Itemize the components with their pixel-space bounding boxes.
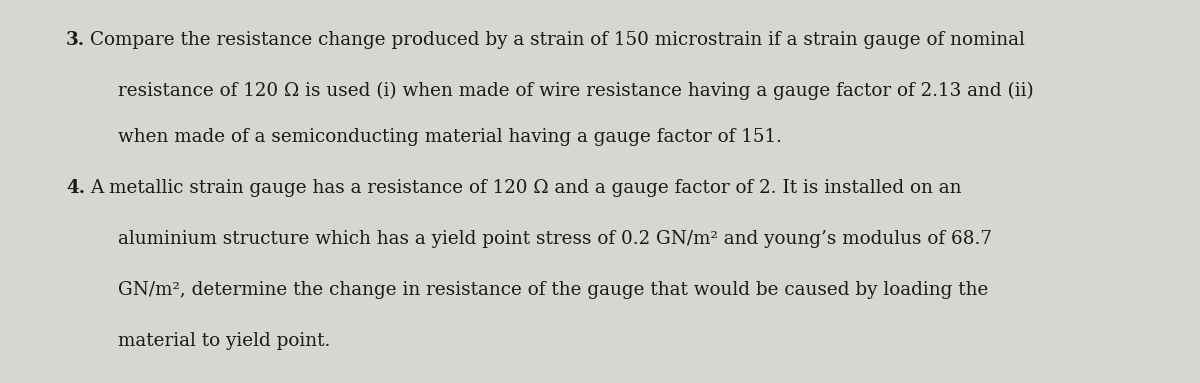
Text: A metallic strain gauge has a resistance of 120 Ω and a gauge factor of 2. It is: A metallic strain gauge has a resistance… [90,179,961,197]
Text: material to yield point.: material to yield point. [118,332,330,350]
Text: 4.: 4. [66,179,85,197]
Text: GN/m², determine the change in resistance of the gauge that would be caused by l: GN/m², determine the change in resistanc… [118,281,988,299]
Text: 3.: 3. [66,31,85,49]
Text: aluminium structure which has a yield point stress of 0.2 GN/m² and young’s modu: aluminium structure which has a yield po… [118,230,991,248]
Text: Compare the resistance change produced by a strain of 150 microstrain if a strai: Compare the resistance change produced b… [90,31,1025,49]
Text: resistance of 120 Ω is used (i) when made of wire resistance having a gauge fact: resistance of 120 Ω is used (i) when mad… [118,82,1033,100]
Text: when made of a semiconducting material having a gauge factor of 151.: when made of a semiconducting material h… [118,128,781,146]
